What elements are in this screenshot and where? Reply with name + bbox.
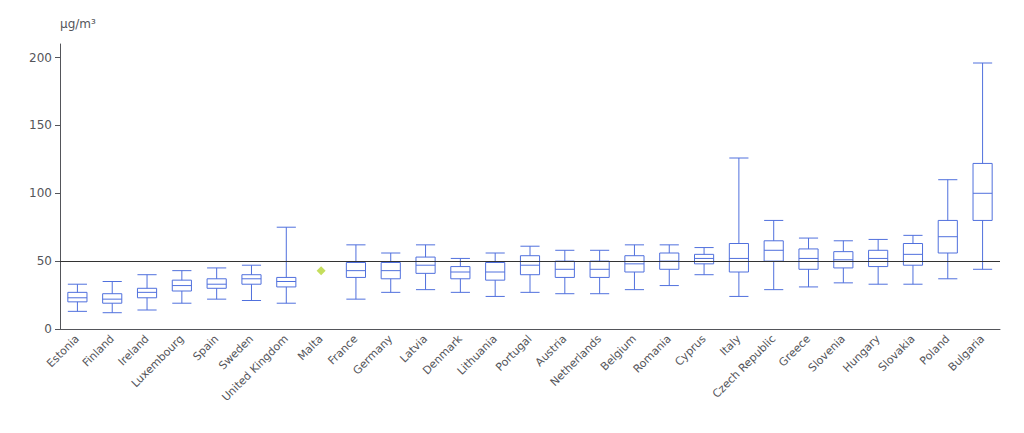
svg-text:Slovenia: Slovenia <box>806 332 848 374</box>
svg-text:Malta: Malta <box>295 332 326 363</box>
svg-text:Cyprus: Cyprus <box>672 332 709 369</box>
svg-text:Estonia: Estonia <box>44 332 82 370</box>
svg-text:Ireland: Ireland <box>115 332 152 369</box>
svg-text:μg/m³: μg/m³ <box>60 17 96 31</box>
svg-text:200: 200 <box>29 51 52 65</box>
svg-text:Netherlands: Netherlands <box>548 332 605 389</box>
svg-text:Bulgaria: Bulgaria <box>946 332 987 373</box>
svg-text:Italy: Italy <box>717 332 743 358</box>
svg-text:Sweden: Sweden <box>216 332 257 373</box>
svg-text:Austria: Austria <box>532 332 570 369</box>
svg-text:Spain: Spain <box>190 332 221 363</box>
svg-text:Poland: Poland <box>917 332 953 368</box>
svg-text:France: France <box>325 332 361 368</box>
svg-text:Greece: Greece <box>776 332 814 370</box>
svg-text:Romania: Romania <box>631 332 674 375</box>
svg-text:United Kingdom: United Kingdom <box>219 332 291 404</box>
svg-text:Finland: Finland <box>80 332 117 369</box>
svg-text:Portugal: Portugal <box>493 332 534 373</box>
svg-text:Germany: Germany <box>350 332 395 377</box>
svg-text:Slovakia: Slovakia <box>876 332 918 374</box>
svg-text:150: 150 <box>29 118 52 132</box>
svg-text:50: 50 <box>37 254 52 268</box>
svg-text:0: 0 <box>44 322 52 336</box>
svg-text:Denmark: Denmark <box>420 332 465 378</box>
svg-text:100: 100 <box>29 186 52 200</box>
svg-text:Czech Republic: Czech Republic <box>710 332 778 400</box>
svg-text:Luxembourg: Luxembourg <box>129 332 187 390</box>
svg-text:Latvia: Latvia <box>397 332 430 365</box>
svg-text:Lithuania: Lithuania <box>455 332 500 377</box>
svg-text:Hungary: Hungary <box>840 332 883 375</box>
svg-text:Belgium: Belgium <box>598 332 639 374</box>
